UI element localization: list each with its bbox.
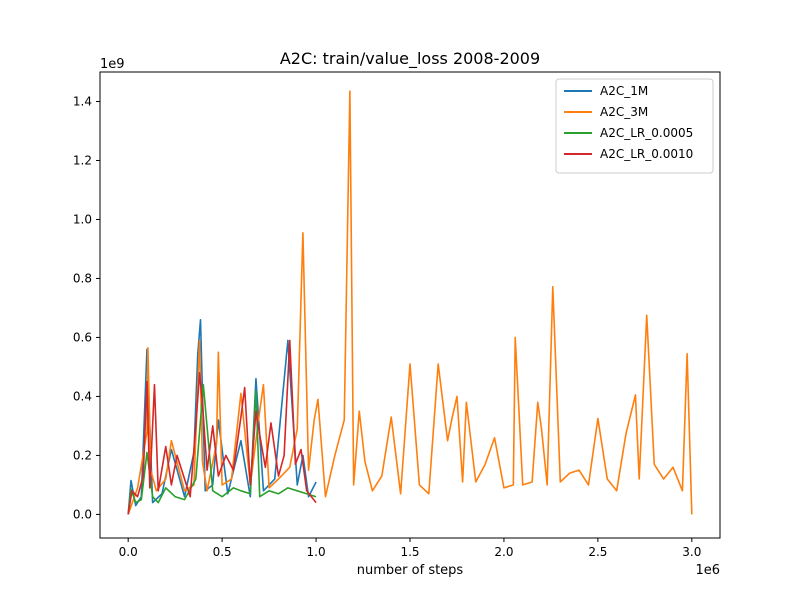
y-tick-label: 0.6 bbox=[73, 330, 92, 344]
legend: A2C_1M A2C_3M A2C_LR_0.0005 A2C_LR_0.0010 bbox=[555, 78, 714, 174]
chart-title: A2C: train/value_loss 2008-2009 bbox=[280, 49, 540, 69]
legend-label: A2C_LR_0.0005 bbox=[600, 126, 693, 140]
x-tick-label: 3.0 bbox=[682, 545, 701, 559]
y-tick-label: 1.0 bbox=[73, 212, 92, 226]
series-line-2 bbox=[127, 383, 317, 515]
legend-box bbox=[555, 78, 714, 174]
x-tick-label: 1.5 bbox=[400, 545, 419, 559]
x-axis-ticks: 0.0 0.5 1.0 1.5 2.0 2.5 3.0 bbox=[119, 538, 701, 559]
series-line-3 bbox=[127, 339, 317, 515]
legend-label: A2C_LR_0.0010 bbox=[600, 147, 693, 161]
y-tick-label: 0.4 bbox=[73, 389, 92, 403]
y-tick-label: 0.0 bbox=[73, 507, 92, 521]
x-tick-label: 2.5 bbox=[588, 545, 607, 559]
x-axis-label: number of steps bbox=[357, 563, 464, 578]
legend-label: A2C_3M bbox=[600, 105, 648, 119]
y-axis-ticks: 0.0 0.2 0.4 0.6 0.8 1.0 1.2 1.4 bbox=[73, 94, 100, 521]
x-tick-label: 0.5 bbox=[213, 545, 232, 559]
y-tick-label: 1.2 bbox=[73, 153, 92, 167]
x-tick-label: 0.0 bbox=[119, 545, 138, 559]
y-tick-label: 1.4 bbox=[73, 94, 92, 108]
x-tick-label: 2.0 bbox=[494, 545, 513, 559]
x-axis-offset-label: 1e6 bbox=[695, 563, 720, 578]
y-tick-label: 0.8 bbox=[73, 271, 92, 285]
y-axis-offset-label: 1e9 bbox=[100, 57, 125, 72]
legend-label: A2C_1M bbox=[600, 84, 648, 98]
y-tick-label: 0.2 bbox=[73, 448, 92, 462]
plot-series-group bbox=[127, 90, 693, 515]
x-tick-label: 1.0 bbox=[307, 545, 326, 559]
